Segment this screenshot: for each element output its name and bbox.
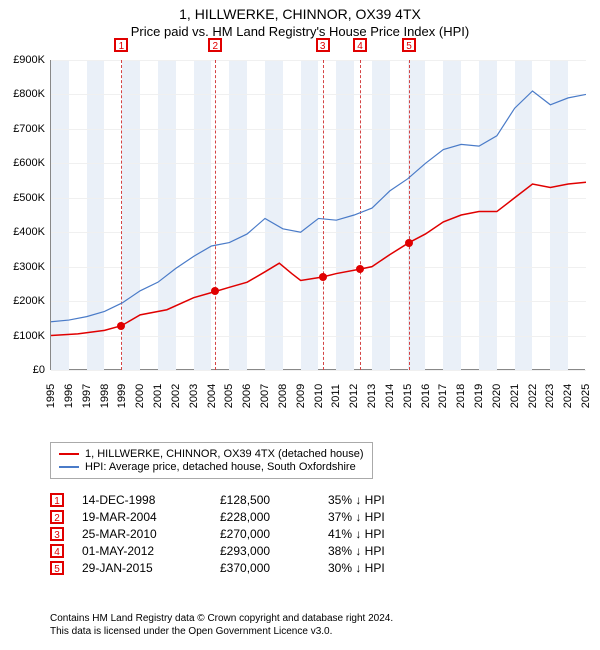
x-axis-label: 2003 [188,384,200,408]
sale-date: 29-JAN-2015 [82,561,202,575]
sale-marker: 4 [353,38,367,52]
sale-price: £128,500 [220,493,310,507]
plot-area: £0£100K£200K£300K£400K£500K£600K£700K£80… [50,60,585,370]
sale-dot [405,239,413,247]
legend-label: 1, HILLWERKE, CHINNOR, OX39 4TX (detache… [85,448,364,460]
sale-number: 3 [50,527,64,541]
x-axis-label: 2001 [152,384,164,408]
sale-price: £370,000 [220,561,310,575]
y-axis-label: £400K [0,226,45,238]
title-block: 1, HILLWERKE, CHINNOR, OX39 4TX Price pa… [0,0,600,39]
footnote-line2: This data is licensed under the Open Gov… [50,625,393,638]
x-axis-label: 2014 [384,384,396,408]
x-axis-label: 2011 [330,384,342,408]
footnote-line1: Contains HM Land Registry data © Crown c… [50,612,393,625]
sales-table-row: 4 01-MAY-2012 £293,000 38% ↓ HPI [50,544,408,558]
x-axis-label: 1997 [81,384,93,408]
title-address: 1, HILLWERKE, CHINNOR, OX39 4TX [0,6,600,22]
y-axis-label: £800K [0,88,45,100]
x-axis-label: 2020 [491,384,503,408]
x-axis-label: 2023 [544,384,556,408]
sales-table-row: 2 19-MAR-2004 £228,000 37% ↓ HPI [50,510,408,524]
x-axis-label: 2006 [241,384,253,408]
x-axis-label: 2024 [562,384,574,408]
x-axis-label: 2009 [295,384,307,408]
legend: 1, HILLWERKE, CHINNOR, OX39 4TX (detache… [50,442,373,479]
sale-price: £270,000 [220,527,310,541]
x-axis-label: 2012 [348,384,360,408]
x-axis-label: 1995 [45,384,57,408]
y-axis-label: £100K [0,330,45,342]
x-axis-label: 2025 [580,384,592,408]
legend-item: 1, HILLWERKE, CHINNOR, OX39 4TX (detache… [59,448,364,460]
x-axis-label: 1999 [116,384,128,408]
x-axis-label: 2019 [473,384,485,408]
sale-number: 1 [50,493,64,507]
x-axis-label: 2010 [313,384,325,408]
sale-number: 5 [50,561,64,575]
chart-container: 1, HILLWERKE, CHINNOR, OX39 4TX Price pa… [0,0,600,650]
legend-item: HPI: Average price, detached house, Sout… [59,461,364,473]
x-axis-label: 2002 [170,384,182,408]
x-axis-label: 2022 [527,384,539,408]
sales-table-row: 1 14-DEC-1998 £128,500 35% ↓ HPI [50,493,408,507]
x-axis-label: 2005 [223,384,235,408]
sale-date: 01-MAY-2012 [82,544,202,558]
y-axis-label: £200K [0,295,45,307]
sale-pct: 41% ↓ HPI [328,527,408,541]
sale-marker: 3 [316,38,330,52]
sale-date: 25-MAR-2010 [82,527,202,541]
sale-dot [117,322,125,330]
sale-date: 19-MAR-2004 [82,510,202,524]
sale-date: 14-DEC-1998 [82,493,202,507]
x-axis-label: 2004 [206,384,218,408]
x-axis-label: 2016 [420,384,432,408]
sale-dot [356,265,364,273]
x-axis-label: 2007 [259,384,271,408]
x-axis-label: 1998 [99,384,111,408]
sale-pct: 35% ↓ HPI [328,493,408,507]
y-axis-label: £600K [0,157,45,169]
x-axis-label: 2021 [509,384,521,408]
sale-marker: 1 [114,38,128,52]
sales-table-row: 3 25-MAR-2010 £270,000 41% ↓ HPI [50,527,408,541]
x-axis-label: 1996 [63,384,75,408]
y-axis-label: £900K [0,54,45,66]
sale-pct: 38% ↓ HPI [328,544,408,558]
y-axis-label: £500K [0,192,45,204]
x-axis-label: 2015 [402,384,414,408]
sales-table-row: 5 29-JAN-2015 £370,000 30% ↓ HPI [50,561,408,575]
sales-table: 1 14-DEC-1998 £128,500 35% ↓ HPI 2 19-MAR-200… [50,490,408,578]
x-axis-label: 2018 [455,384,467,408]
sale-number: 2 [50,510,64,524]
title-subtitle: Price paid vs. HM Land Registry's House … [0,24,600,39]
sale-number: 4 [50,544,64,558]
x-axis-label: 2013 [366,384,378,408]
chart-area: £0£100K£200K£300K£400K£500K£600K£700K£80… [50,60,585,400]
sale-price: £293,000 [220,544,310,558]
sale-price: £228,000 [220,510,310,524]
x-axis-label: 2000 [134,384,146,408]
x-axis-label: 2017 [437,384,449,408]
y-axis-label: £0 [0,364,45,376]
sale-pct: 30% ↓ HPI [328,561,408,575]
x-axis-label: 2008 [277,384,289,408]
sale-marker: 5 [402,38,416,52]
footnote: Contains HM Land Registry data © Crown c… [50,612,393,638]
sale-dot [319,273,327,281]
y-axis-label: £700K [0,123,45,135]
sale-marker: 2 [208,38,222,52]
y-axis-label: £300K [0,261,45,273]
sale-dot [211,287,219,295]
legend-label: HPI: Average price, detached house, Sout… [85,461,356,473]
sale-pct: 37% ↓ HPI [328,510,408,524]
